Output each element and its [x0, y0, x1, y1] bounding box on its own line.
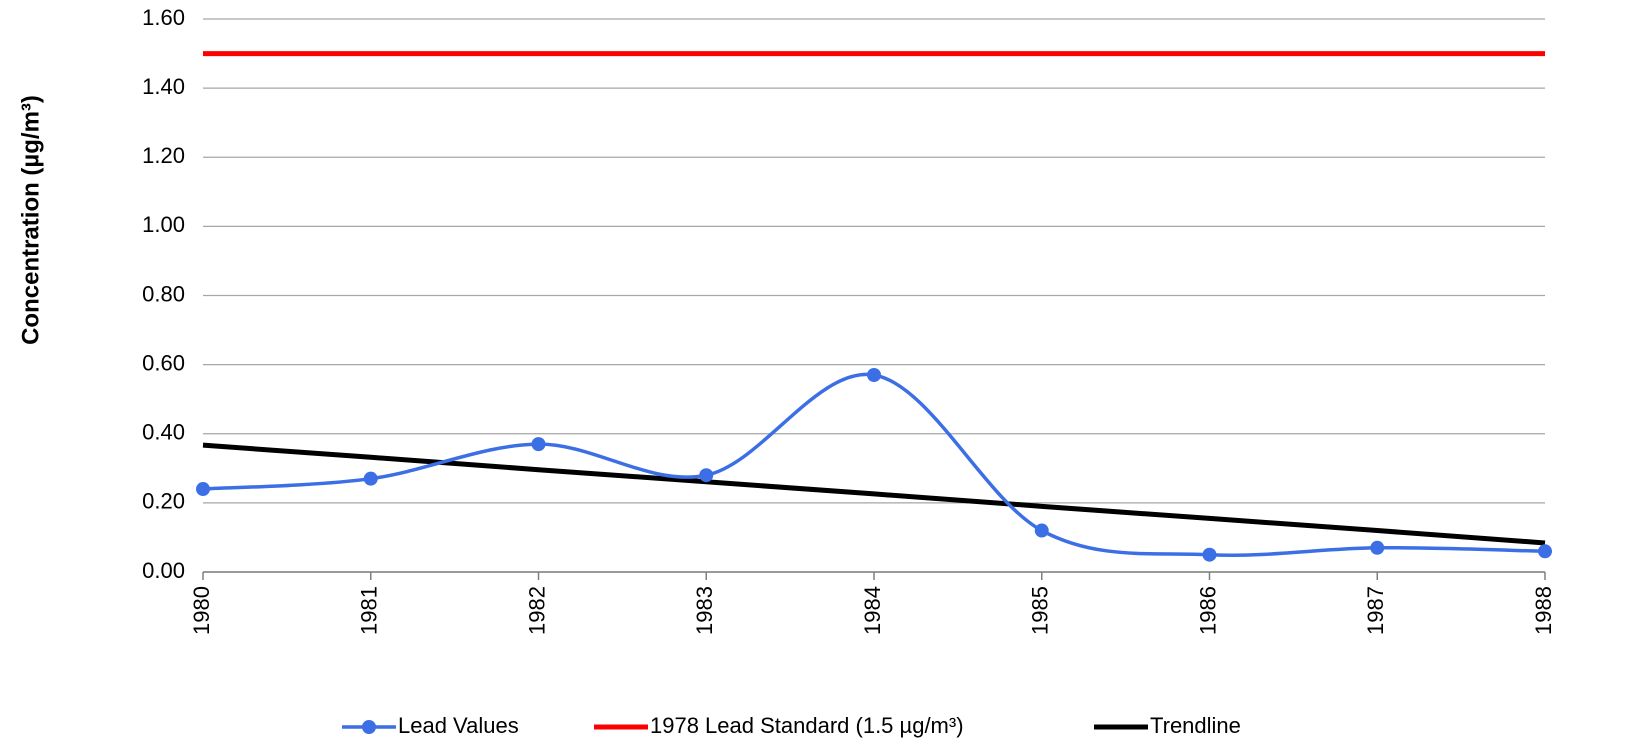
y-tick-label: 1.20 — [142, 143, 185, 168]
series-line — [202, 442, 1546, 546]
data-point — [1034, 523, 1049, 538]
y-tick-label: 1.40 — [142, 74, 185, 99]
y-tick-label: 0.00 — [142, 558, 185, 583]
x-tick-label: 1986 — [1195, 586, 1220, 635]
x-tick-label: 1987 — [1363, 586, 1388, 635]
legend-marker — [362, 720, 376, 734]
x-tick-label: 1988 — [1531, 586, 1556, 635]
x-tick-label: 1980 — [189, 586, 214, 635]
x-tick-label: 1984 — [860, 586, 885, 635]
data-point — [363, 471, 378, 486]
data-point — [1538, 544, 1552, 559]
x-tick-label: 1983 — [692, 586, 717, 635]
data-point — [867, 367, 881, 382]
data-point — [531, 437, 546, 452]
y-tick-label: 1.60 — [142, 5, 185, 30]
y-tick-label: 0.40 — [142, 420, 185, 445]
x-tick-label: 1982 — [524, 586, 549, 635]
x-tick-label: 1981 — [357, 586, 382, 635]
legend-label: 1978 Lead Standard (1.5 µg/m³) — [650, 713, 964, 738]
x-tick-label: 1985 — [1028, 586, 1053, 635]
data-point — [1202, 547, 1217, 562]
legend-label: Trendline — [1150, 713, 1241, 738]
y-tick-label: 0.20 — [142, 489, 185, 514]
legend-label: Lead Values — [398, 713, 519, 738]
data-point — [196, 482, 210, 497]
data-point — [1370, 540, 1385, 555]
y-tick-label: 0.60 — [142, 350, 185, 375]
y-tick-label: 1.00 — [142, 212, 185, 237]
y-tick-label: 0.80 — [142, 281, 185, 306]
data-point — [699, 468, 714, 483]
y-axis-title: Concentration (µg/m³) — [17, 95, 44, 345]
